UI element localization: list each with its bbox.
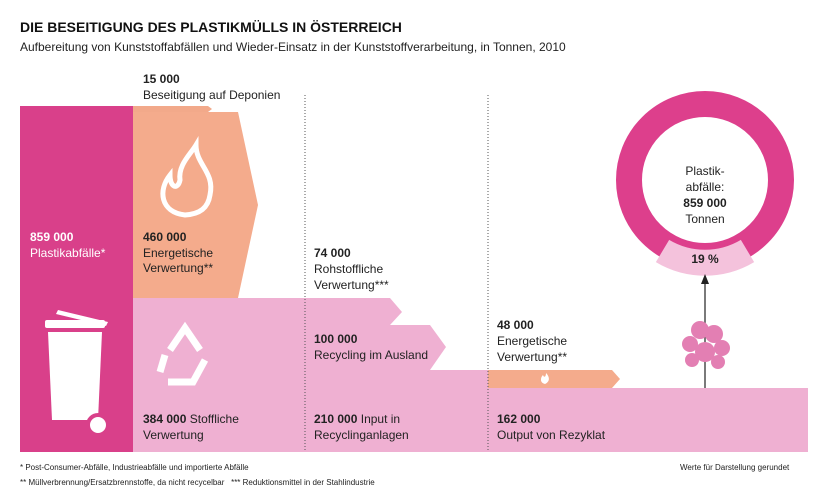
input-block [305,370,488,452]
recycle-icon [156,321,209,386]
arrow-head [701,274,709,284]
ring-value: 859 000 [683,196,727,210]
node-label: Verwertung*** [314,278,389,292]
material-block [133,298,305,452]
node-label: Stoffliche [189,412,239,426]
raw-material-arrow [305,298,402,325]
node-label: Recyclinganlagen [314,428,409,442]
node-label: Beseitigung auf Deponien [143,88,281,102]
node-value: 210 000 [314,412,358,426]
abroad-arrow [305,325,446,370]
ring-share [655,239,755,276]
subtitle: Aufbereitung von Kunststoffabfällen und … [20,40,566,54]
bin-icon [45,310,110,437]
node-label: Rohstoffliche [314,262,384,276]
node-text: 384 000 Stoffliche [143,412,239,427]
node-label: Plastikabfälle* [30,246,106,260]
node-value: 100 000 [314,332,358,346]
node-label: Input in [360,412,401,426]
node-label: Recycling im Ausland [314,348,429,362]
node-value: 48 000 [497,318,534,332]
node-value: 15 000 [143,72,180,86]
node-value: 384 000 [143,412,187,426]
node-label: Verwertung** [497,350,568,364]
output-block [488,388,808,452]
node-text: 210 000 Input in [314,412,400,427]
ring-share: 19 % [691,252,719,266]
ring-label: abfälle: [685,180,725,194]
title: DIE BESEITIGUNG DES PLASTIKMÜLLS IN ÖSTE… [20,19,402,35]
node-label: Energetische [143,246,214,260]
landfill-strip [133,106,212,112]
node-value: 162 000 [497,412,541,426]
energy-small-arrow [488,370,620,388]
node-label: Output von Rezyklat [497,428,606,442]
node-label: Verwertung** [143,261,214,275]
node-value: 859 000 [30,230,74,244]
node-value: 460 000 [143,230,187,244]
tree-icon [682,321,730,369]
ring-label: Plastik- [685,164,725,178]
footnote: ** Müllverbrennung/Ersatzbrennstoffe, da… [20,478,375,487]
node-value: 74 000 [314,246,351,260]
node-label: Energetische [497,334,568,348]
energy-block [133,112,258,298]
flame-icon [160,135,214,218]
footnote: * Post-Consumer-Abfälle, Industrieabfäll… [20,463,249,472]
node-label: Verwertung [143,428,204,442]
ring-unit: Tonnen [685,212,725,226]
note: Werte für Darstellung gerundet [680,463,790,472]
flame-icon-small [540,373,549,384]
